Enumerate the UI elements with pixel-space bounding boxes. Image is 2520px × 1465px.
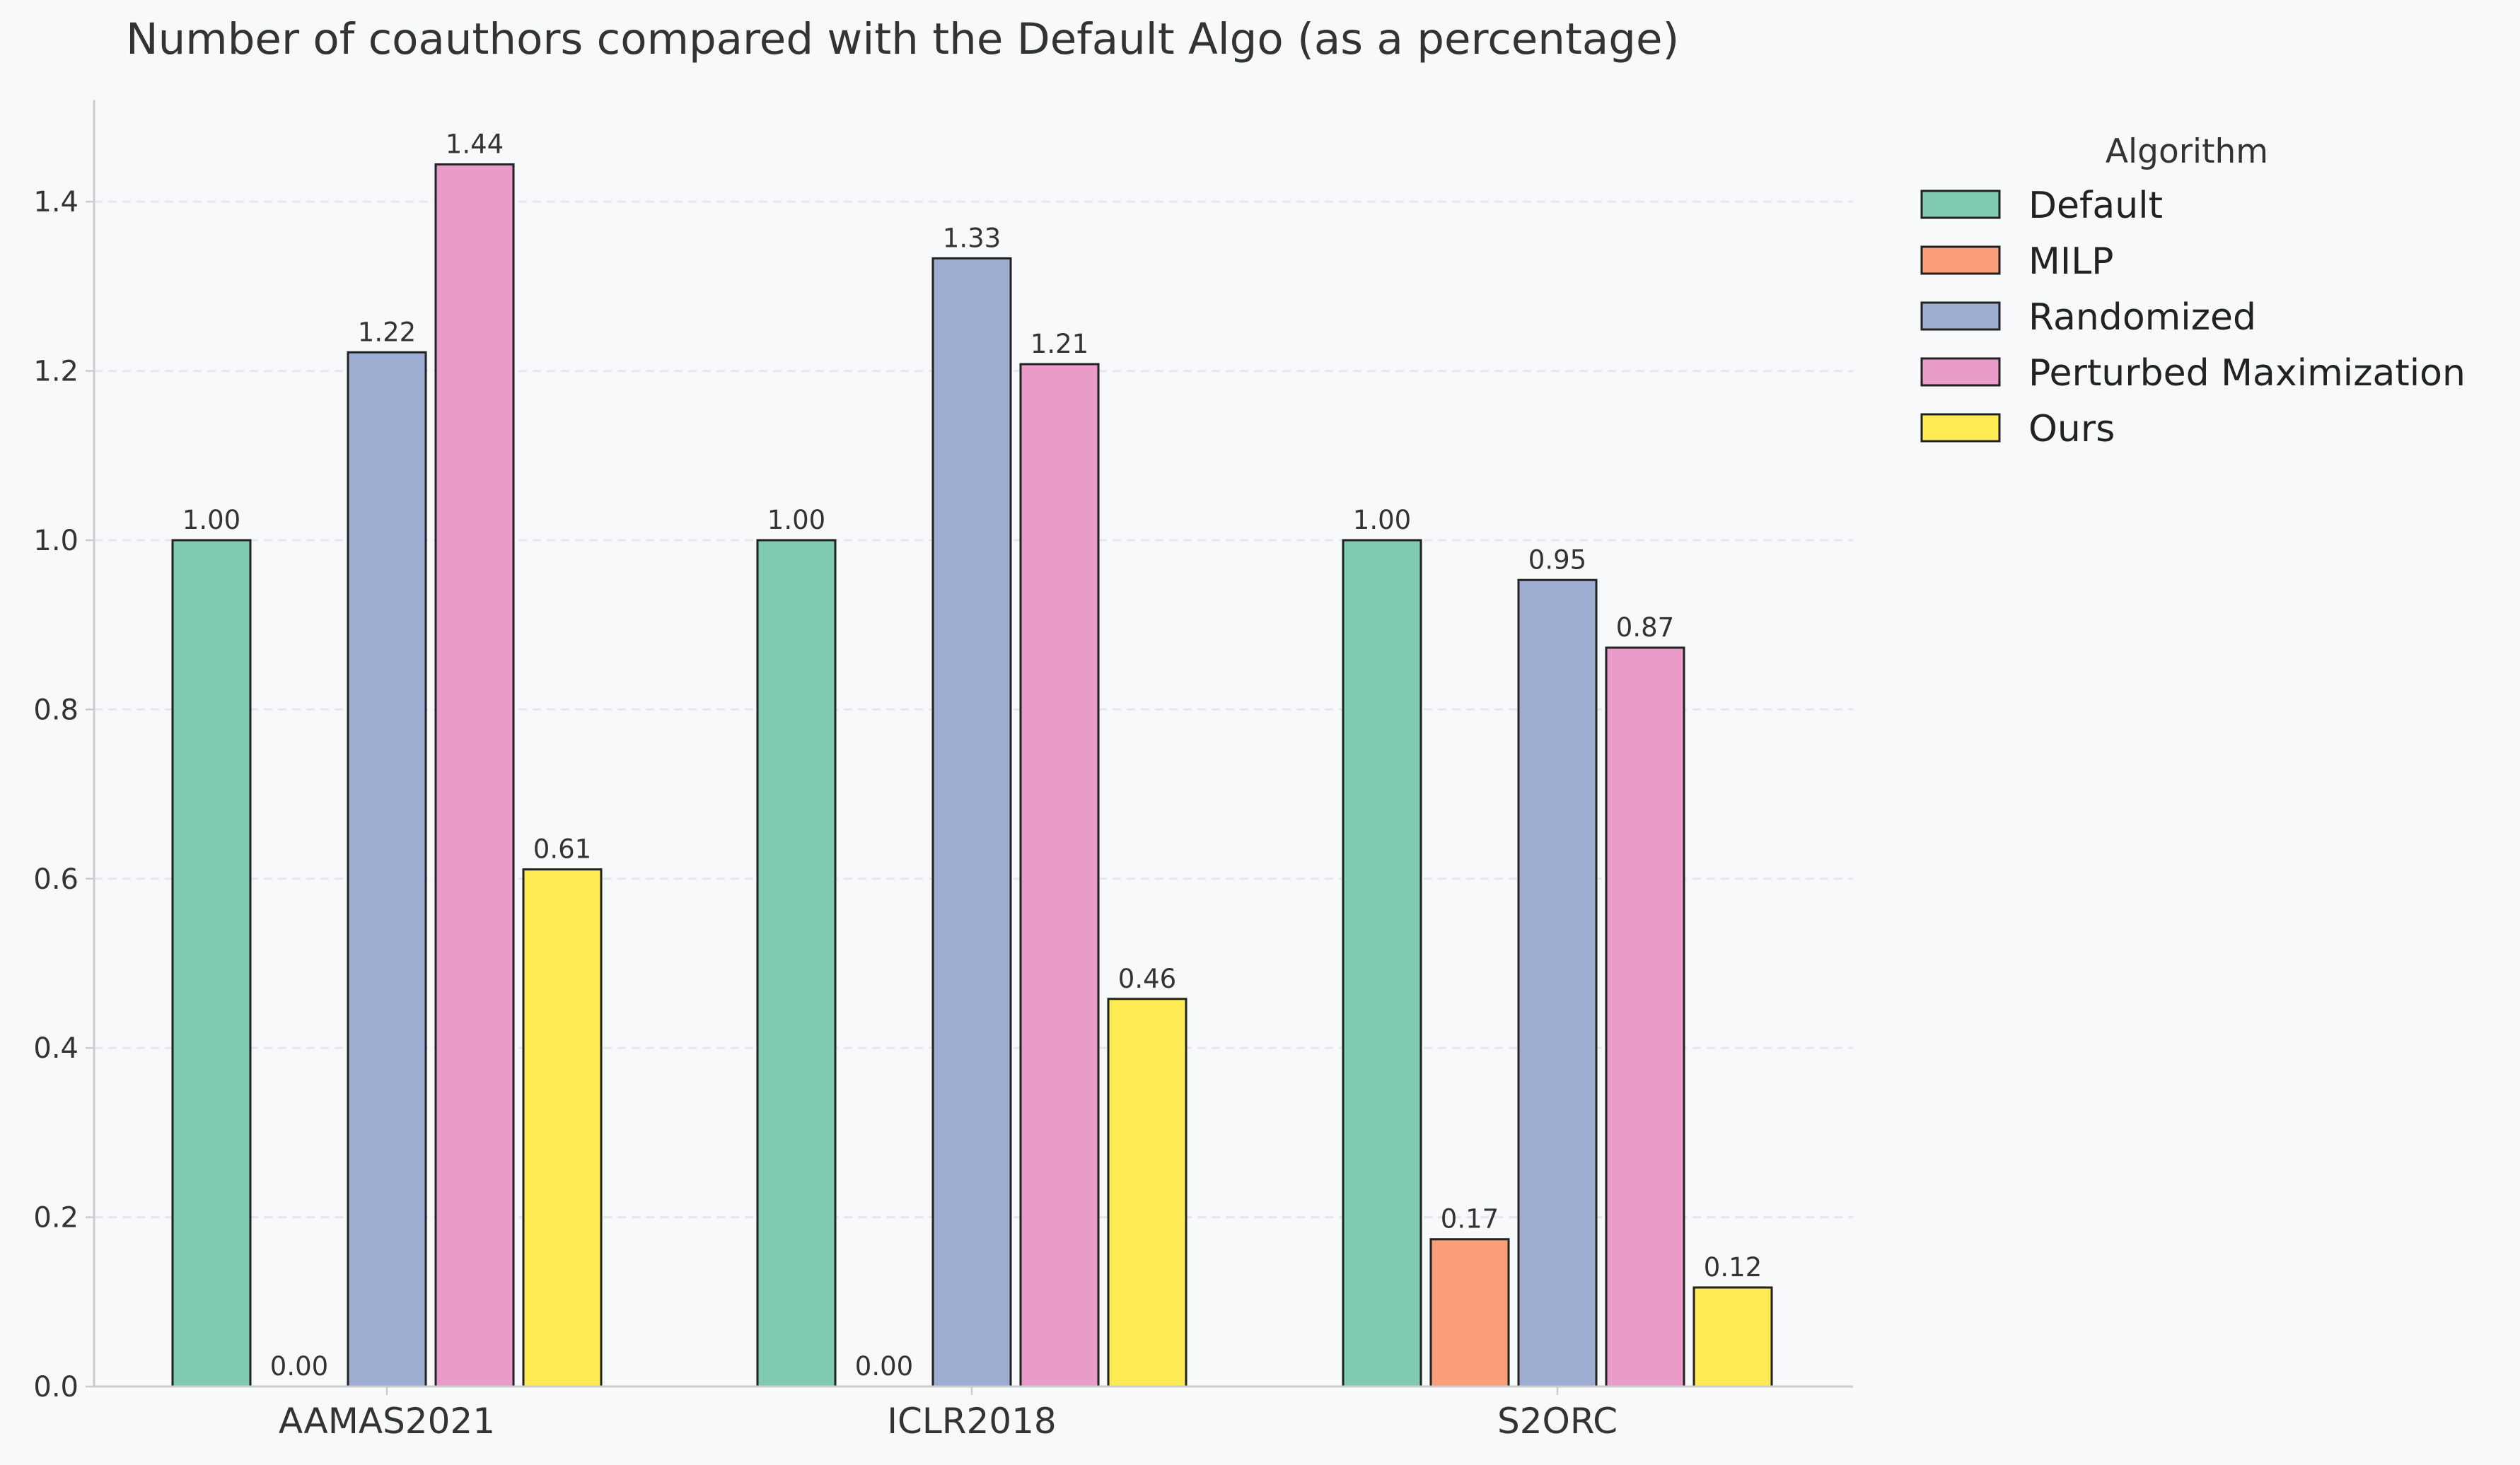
legend-swatch (1920, 245, 2001, 275)
y-tick-label: 0.4 (33, 1032, 79, 1065)
y-tick-label: 1.2 (33, 356, 79, 388)
data-label: 0.87 (1616, 612, 1674, 643)
data-label: 0.61 (533, 834, 591, 865)
y-tick-label: 0.6 (33, 863, 79, 896)
bar (1107, 998, 1188, 1388)
legend-label: Randomized (2028, 296, 2256, 339)
legend-swatch (1920, 413, 2001, 443)
y-tick-label: 0.2 (33, 1202, 79, 1235)
data-label: 0.46 (1118, 964, 1176, 994)
data-label: 1.00 (767, 505, 825, 535)
value-labels: 1.00 1.00 1.00 0.00 0.00 0.17 1.22 1.33 0.95 1.44… (182, 129, 1762, 1382)
legend-swatch (1920, 189, 2001, 219)
bar (434, 163, 515, 1388)
data-label: 1.44 (446, 129, 504, 160)
bar (1517, 578, 1598, 1388)
bar (522, 868, 603, 1388)
y-tick-label: 1.4 (33, 186, 79, 218)
data-label: 0.95 (1528, 544, 1586, 575)
data-label: 0.12 (1704, 1252, 1762, 1283)
x-tick-label: ICLR2018 (887, 1401, 1057, 1442)
legend: Algorithm Default MILP Randomized Perturbed… (1920, 132, 2466, 450)
data-label: 0.00 (270, 1351, 328, 1382)
legend-label: Default (2028, 185, 2163, 227)
data-label: 1.33 (943, 223, 1001, 253)
y-tick-label: 1.0 (33, 525, 79, 557)
x-tick-label: S2ORC (1497, 1401, 1618, 1442)
chart-title: Number of coauthors compared with the De… (126, 14, 1679, 64)
legend-swatch (1920, 301, 2001, 331)
axes: 0.0 0.2 0.4 0.6 0.8 1.0 1.2 1.4 AAMAS2021 ICLR201… (33, 100, 1853, 1442)
legend-label: Ours (2028, 408, 2115, 450)
data-label: 1.21 (1030, 329, 1088, 359)
bar (1019, 363, 1100, 1388)
y-tick-label: 0.0 (33, 1371, 79, 1403)
data-label: 1.00 (182, 505, 240, 535)
bar (1429, 1238, 1510, 1388)
data-label: 0.17 (1441, 1204, 1499, 1235)
legend-swatch (1920, 357, 2001, 387)
bars (171, 163, 1773, 1388)
data-label: 1.00 (1353, 505, 1411, 535)
bar (347, 351, 427, 1388)
legend-title: Algorithm (2106, 132, 2268, 171)
bar (1692, 1286, 1773, 1388)
bar (171, 539, 252, 1388)
legend-label: MILP (2028, 240, 2114, 283)
bar (1605, 646, 1685, 1388)
legend-label: Perturbed Maximization (2028, 352, 2466, 395)
y-tick-label: 0.8 (33, 694, 79, 726)
bar (931, 257, 1012, 1388)
x-tick-label: AAMAS2021 (279, 1401, 495, 1442)
data-label: 1.22 (358, 317, 416, 347)
bar (756, 539, 837, 1388)
data-label: 0.00 (855, 1351, 913, 1382)
bar (1342, 539, 1422, 1388)
